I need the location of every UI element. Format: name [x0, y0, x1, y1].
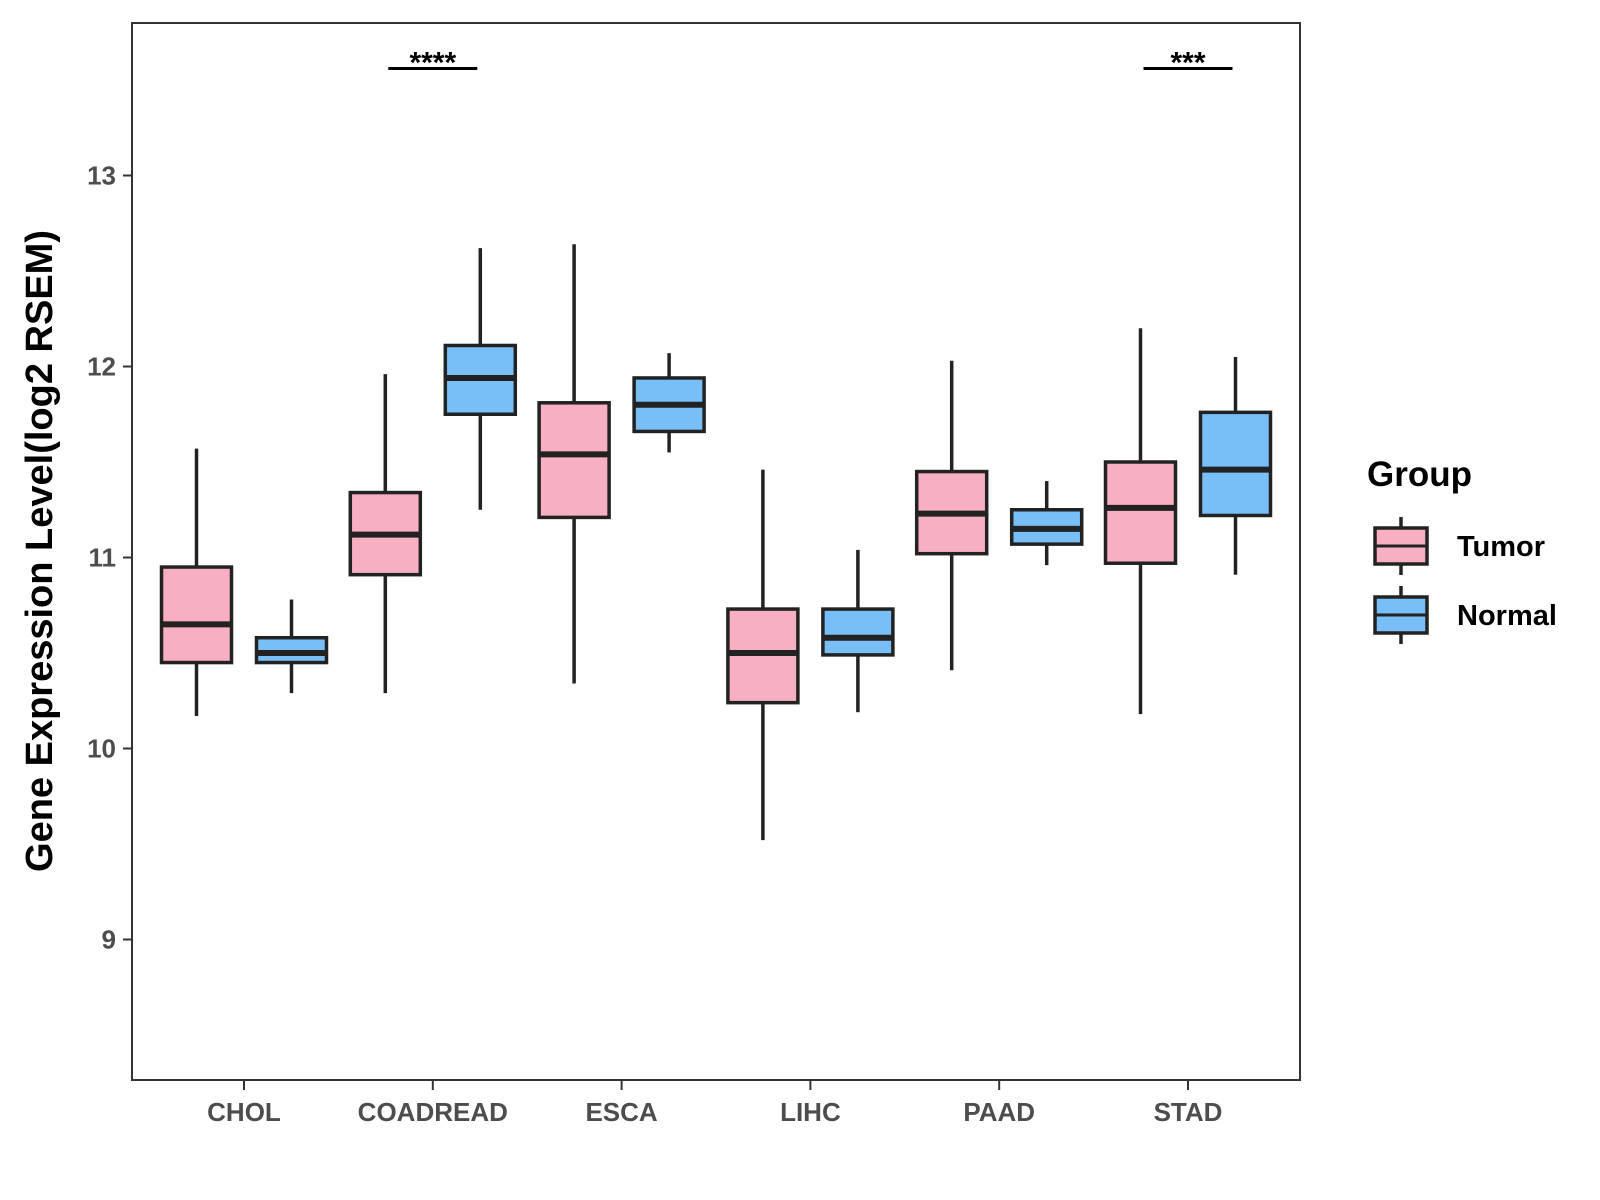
x-tick-label: STAD	[1154, 1097, 1223, 1127]
boxes-layer	[159, 244, 1273, 841]
box-tumor-paad	[914, 360, 989, 671]
x-tick-label: COADREAD	[358, 1097, 508, 1127]
legend-entry-normal: Normal	[1373, 586, 1557, 644]
box-tumor-chol	[159, 448, 234, 717]
legend-title: Group	[1367, 455, 1472, 494]
y-axis: 9 10 11 12 13	[87, 161, 132, 955]
legend-entries: Tumor Normal	[1373, 517, 1557, 644]
x-tick-label: CHOL	[207, 1097, 281, 1127]
box-normal-esca	[632, 353, 706, 453]
x-tick-label: PAAD	[963, 1097, 1035, 1127]
legend: Group Tumor Normal	[1367, 455, 1557, 644]
box-tumor-lihc	[726, 469, 800, 841]
x-tick-label: ESCA	[585, 1097, 657, 1127]
y-tick-label: 13	[87, 161, 116, 191]
y-axis-title: Gene Expression Level(log2 RSEM)	[19, 230, 61, 872]
box-tumor-coadread	[348, 374, 423, 694]
box-normal-lihc	[821, 549, 895, 713]
box-normal-paad	[1009, 481, 1084, 566]
box-tumor-stad	[1103, 328, 1178, 715]
y-tick-label: 11	[89, 543, 117, 573]
y-tick-label: 9	[102, 925, 116, 955]
box-body	[537, 401, 611, 520]
box-normal-coadread	[443, 248, 518, 510]
significance-coadread: ****	[388, 47, 478, 80]
significance-label: ***	[1170, 47, 1205, 80]
y-tick-label: 12	[87, 352, 116, 382]
x-tick-label: LIHC	[780, 1097, 841, 1127]
box-body	[1103, 460, 1178, 565]
legend-label: Normal	[1457, 600, 1557, 632]
box-tumor-esca	[537, 244, 611, 684]
significance-label: ****	[409, 47, 456, 80]
annotations-layer: **** ***	[388, 47, 1233, 80]
y-tick-label: 10	[87, 734, 116, 764]
box-body	[159, 565, 234, 665]
box-normal-stad	[1198, 356, 1273, 575]
significance-stad: ***	[1143, 47, 1233, 80]
legend-label: Tumor	[1457, 531, 1545, 563]
box-body	[821, 607, 895, 657]
box-normal-chol	[254, 599, 329, 694]
box-body	[1198, 410, 1273, 518]
x-axis: CHOL COADREAD ESCA LIHC PAAD STAD	[207, 1080, 1222, 1127]
legend-entry-tumor: Tumor	[1373, 517, 1545, 575]
